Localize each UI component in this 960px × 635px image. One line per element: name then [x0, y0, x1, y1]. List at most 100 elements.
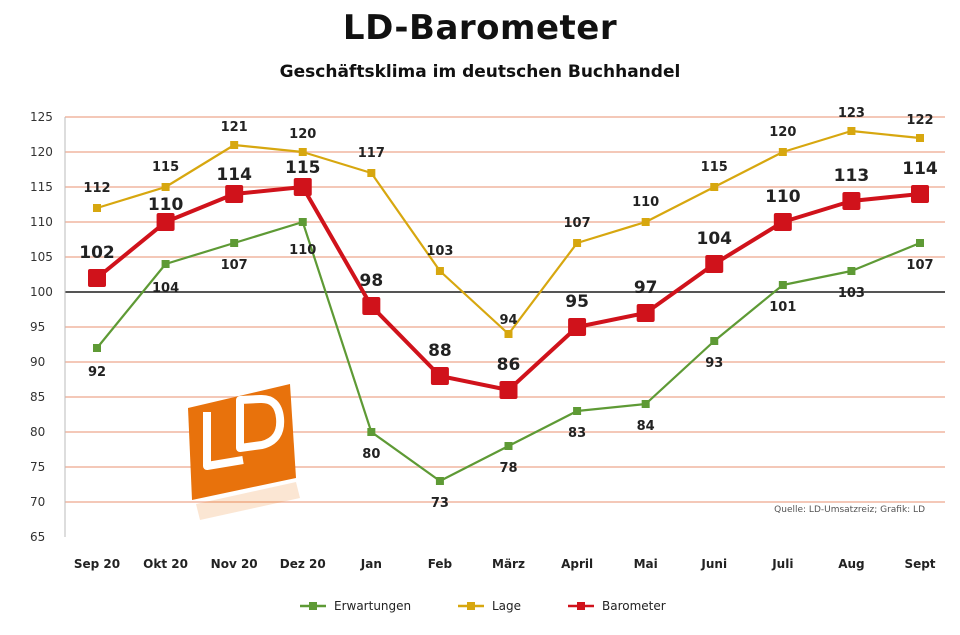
data-label-barometer: 88 — [428, 341, 452, 361]
data-point-barometer — [636, 304, 655, 322]
x-tick-label: April — [561, 557, 593, 571]
data-label-lage: 94 — [499, 313, 517, 328]
data-label-barometer: 114 — [902, 159, 938, 179]
x-tick-label: Jan — [360, 557, 382, 571]
data-label-erwartungen: 103 — [838, 286, 865, 301]
data-point-lage — [161, 183, 170, 191]
data-point-lage — [641, 218, 650, 226]
data-label-erwartungen: 83 — [568, 426, 586, 441]
legend: Erwartungen Lage Barometer — [300, 599, 666, 613]
data-point-lage — [93, 204, 101, 212]
data-label-erwartungen: 92 — [88, 365, 106, 380]
data-label-erwartungen: 73 — [431, 496, 449, 511]
data-label-barometer: 110 — [148, 195, 184, 215]
data-label-lage: 112 — [83, 181, 110, 196]
data-label-erwartungen: 80 — [362, 447, 380, 462]
data-point-erwartungen — [641, 400, 650, 408]
y-tick-label: 95 — [30, 320, 45, 334]
y-tick-label: 65 — [30, 530, 45, 544]
data-point-lage — [230, 141, 239, 149]
data-point-barometer — [499, 381, 518, 399]
x-tick-label: Aug — [838, 557, 864, 571]
data-point-erwartungen — [504, 442, 513, 450]
data-label-lage: 120 — [289, 127, 316, 142]
chart-title: LD-Barometer — [342, 8, 618, 48]
data-label-erwartungen: 101 — [769, 300, 796, 315]
data-point-lage — [847, 127, 856, 135]
legend-marker-barometer — [577, 602, 585, 610]
ld-logo — [188, 384, 300, 520]
y-tick-label: 105 — [30, 250, 53, 264]
data-point-barometer — [911, 185, 929, 203]
data-point-barometer — [773, 213, 792, 231]
legend-marker-erwartungen — [309, 602, 317, 610]
x-tick-label: Sept — [904, 557, 935, 571]
x-tick-label: Juli — [771, 557, 793, 571]
data-label-barometer: 104 — [697, 229, 733, 249]
data-point-lage — [573, 239, 582, 247]
data-point-erwartungen — [847, 267, 856, 275]
y-tick-label: 75 — [30, 460, 45, 474]
series-line-lage — [96, 129, 921, 336]
data-label-lage: 115 — [152, 160, 179, 175]
data-label-barometer: 98 — [359, 271, 383, 291]
data-point-lage — [916, 134, 924, 142]
data-point-barometer — [156, 213, 175, 231]
data-label-lage: 122 — [906, 113, 933, 128]
y-tick-label: 115 — [30, 180, 53, 194]
legend-label-lage: Lage — [492, 599, 521, 613]
data-point-erwartungen — [367, 428, 376, 436]
data-label-erwartungen: 78 — [499, 461, 517, 476]
legend-label-barometer: Barometer — [602, 599, 666, 613]
data-label-erwartungen: 107 — [221, 258, 248, 273]
data-label-barometer: 114 — [216, 165, 252, 185]
x-tick-label: Feb — [428, 557, 453, 571]
data-label-erwartungen: 84 — [637, 419, 655, 434]
x-tick-label: Dez 20 — [280, 557, 326, 571]
data-label-lage: 107 — [564, 216, 591, 231]
data-label-erwartungen: 93 — [705, 356, 723, 371]
data-point-lage — [298, 148, 307, 156]
data-point-erwartungen — [916, 239, 924, 247]
data-label-erwartungen: 104 — [152, 281, 179, 296]
data-point-erwartungen — [161, 260, 170, 268]
x-tick-label: Juni — [700, 557, 727, 571]
data-label-erwartungen: 107 — [906, 258, 933, 273]
y-tick-label: 85 — [30, 390, 45, 404]
y-tick-label: 110 — [30, 215, 53, 229]
y-tick-label: 90 — [30, 355, 45, 369]
data-point-lage — [710, 183, 719, 191]
data-label-lage: 103 — [426, 244, 453, 259]
data-point-lage — [778, 148, 787, 156]
y-tick-label: 125 — [30, 110, 53, 124]
data-point-barometer — [430, 367, 449, 385]
data-point-lage — [435, 267, 444, 275]
data-point-barometer — [88, 269, 106, 287]
data-label-barometer: 110 — [765, 187, 801, 207]
data-label-barometer: 97 — [634, 278, 658, 298]
data-label-barometer: 86 — [497, 355, 521, 375]
data-point-erwartungen — [573, 407, 582, 415]
data-point-erwartungen — [93, 344, 101, 352]
data-label-erwartungen: 110 — [289, 243, 316, 258]
x-tick-label: März — [492, 557, 525, 571]
y-tick-label: 80 — [30, 425, 45, 439]
data-label-lage: 115 — [701, 160, 728, 175]
data-label-barometer: 115 — [285, 158, 321, 178]
legend-marker-lage — [467, 602, 475, 610]
y-tick-label: 100 — [30, 285, 53, 299]
y-tick-label: 70 — [30, 495, 45, 509]
data-point-barometer — [293, 178, 312, 196]
data-point-erwartungen — [778, 281, 787, 289]
data-label-lage: 110 — [632, 195, 659, 210]
data-point-lage — [504, 330, 513, 338]
data-point-erwartungen — [298, 218, 307, 226]
x-tick-label: Nov 20 — [211, 557, 258, 571]
data-point-barometer — [225, 185, 244, 203]
data-label-lage: 120 — [769, 125, 796, 140]
source-note: Quelle: LD-Umsatzreiz; Grafik: LD — [774, 505, 925, 515]
y-tick-label: 120 — [30, 145, 53, 159]
data-point-erwartungen — [435, 477, 444, 485]
data-label-barometer: 102 — [79, 243, 115, 263]
